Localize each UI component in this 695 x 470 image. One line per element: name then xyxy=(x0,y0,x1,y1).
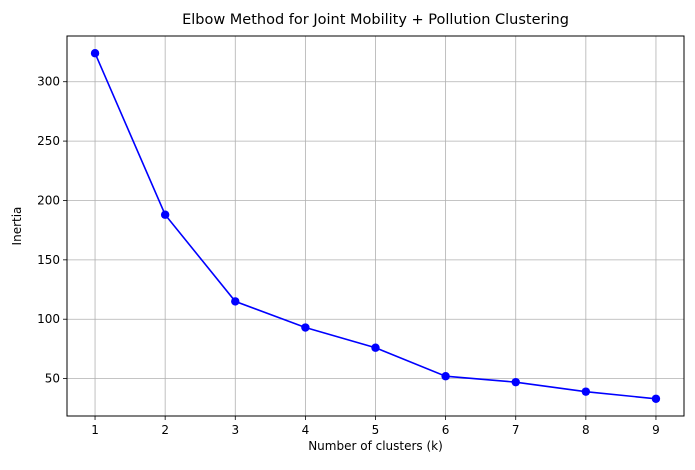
data-point xyxy=(651,394,661,403)
y-tick-label: 50 xyxy=(45,372,60,386)
x-tick-label: 3 xyxy=(231,423,239,437)
x-tick-label: 2 xyxy=(161,423,169,437)
data-point xyxy=(231,297,240,306)
data-point xyxy=(160,210,170,219)
x-tick-label: 1 xyxy=(91,423,99,437)
data-point xyxy=(581,387,591,396)
x-tick-label: 6 xyxy=(442,423,450,437)
data-point xyxy=(371,343,380,352)
y-tick-label: 300 xyxy=(37,75,60,89)
chart-title: Elbow Method for Joint Mobility + Pollut… xyxy=(182,12,569,28)
axis-ticks: 1 2 3 4 5 6 7 8 9 50 100 150 200 250 300 xyxy=(37,75,660,437)
series-inertia xyxy=(90,49,661,403)
y-axis-label: Inertia xyxy=(10,207,24,246)
data-point xyxy=(301,323,310,332)
data-point xyxy=(511,377,520,387)
x-tick-label: 8 xyxy=(582,423,590,437)
x-tick-label: 5 xyxy=(372,423,380,437)
y-tick-label: 250 xyxy=(37,134,60,148)
data-point xyxy=(441,372,450,381)
x-tick-label: 7 xyxy=(512,423,520,437)
y-tick-label: 150 xyxy=(37,253,60,267)
x-tick-label: 9 xyxy=(652,423,660,437)
y-tick-label: 100 xyxy=(37,312,60,326)
x-tick-label: 4 xyxy=(302,423,310,437)
x-axis-label: Number of clusters (k) xyxy=(308,439,443,453)
y-tick-label: 200 xyxy=(37,193,60,207)
grid xyxy=(67,36,684,416)
data-point xyxy=(90,49,100,58)
